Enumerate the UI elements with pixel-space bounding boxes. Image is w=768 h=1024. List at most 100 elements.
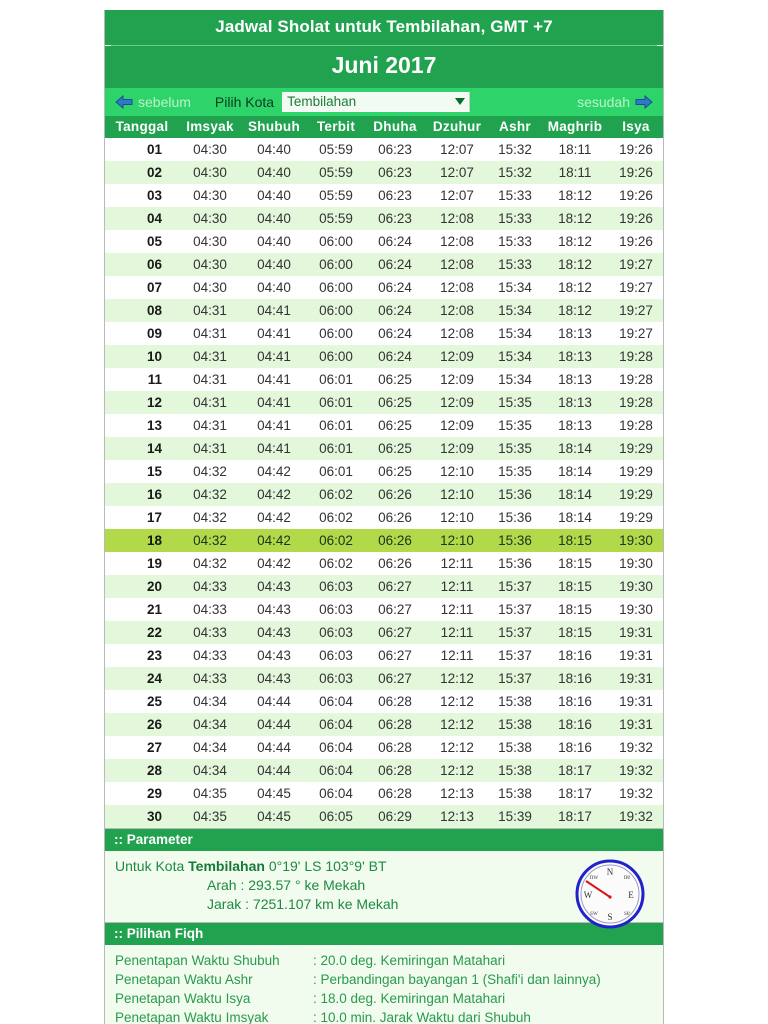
cell-terbit: 06:00 [307, 345, 365, 368]
cell-terbit: 06:00 [307, 299, 365, 322]
cell-terbit: 06:01 [307, 414, 365, 437]
cell-date: 26 [105, 713, 179, 736]
fiqh-row: Penetapan Waktu Ashr : Perbandingan bayan… [115, 970, 653, 989]
cell-date: 15 [105, 460, 179, 483]
cell-isya: 19:28 [609, 345, 663, 368]
cell-dzuhur: 12:08 [425, 322, 489, 345]
cell-dzuhur: 12:10 [425, 529, 489, 552]
cell-isya: 19:31 [609, 690, 663, 713]
cell-terbit: 06:04 [307, 736, 365, 759]
table-row: 21 04:33 04:43 06:03 06:27 12:11 15:37 18:15 19:… [105, 598, 663, 621]
cell-maghrib: 18:14 [541, 460, 609, 483]
cell-maghrib: 18:13 [541, 345, 609, 368]
cell-maghrib: 18:12 [541, 207, 609, 230]
cell-date: 12 [105, 391, 179, 414]
next-month-link[interactable]: sesudah [577, 94, 653, 110]
table-row: 12 04:31 04:41 06:01 06:25 12:09 15:35 18:13 19:… [105, 391, 663, 414]
arrow-left-icon [115, 94, 133, 109]
cell-maghrib: 18:16 [541, 736, 609, 759]
cell-terbit: 05:59 [307, 138, 365, 161]
cell-dhuha: 06:27 [365, 598, 425, 621]
cell-isya: 19:31 [609, 621, 663, 644]
cell-dhuha: 06:23 [365, 184, 425, 207]
navigation-bar: sebelum Pilih Kota Tembilahan sesudah [105, 88, 663, 116]
fiqh-row: Penetapan Waktu Isya: 18.0 deg. Kemiring… [115, 989, 653, 1008]
cell-date: 21 [105, 598, 179, 621]
cell-dzuhur: 12:11 [425, 598, 489, 621]
month-title: Juni 2017 [105, 46, 663, 88]
cell-dzuhur: 12:11 [425, 621, 489, 644]
fiqh-value: : Perbandingan bayangan 1 (Shafi'i dan l… [313, 972, 601, 987]
cell-date: 11 [105, 368, 179, 391]
cell-terbit: 06:01 [307, 437, 365, 460]
cell-terbit: 05:59 [307, 161, 365, 184]
cell-isya: 19:26 [609, 184, 663, 207]
table-body: 01 04:30 04:40 05:59 06:23 12:07 15:32 18:11 19:… [105, 138, 663, 828]
cell-imsyak: 04:31 [179, 299, 241, 322]
parameter-arah: Arah : 293.57 ° ke Mekah [207, 877, 366, 893]
city-select-value: Tembilahan [287, 94, 357, 109]
cell-shubuh: 04:42 [241, 483, 307, 506]
cell-ashr: 15:37 [489, 598, 541, 621]
table-row: 17 04:32 04:42 06:02 06:26 12:10 15:36 18:14 19:… [105, 506, 663, 529]
cell-shubuh: 04:40 [241, 230, 307, 253]
cell-date: 03 [105, 184, 179, 207]
cell-ashr: 15:39 [489, 805, 541, 828]
svg-text:ne: ne [624, 873, 631, 881]
cell-isya: 19:26 [609, 207, 663, 230]
cell-dhuha: 06:29 [365, 805, 425, 828]
cell-maghrib: 18:17 [541, 782, 609, 805]
parameter-jarak: Jarak : 7251.107 km ke Mekah [207, 896, 399, 912]
schedule-frame: Jadwal Sholat untuk Tembilahan, GMT +7 J… [104, 10, 664, 1024]
fiqh-value: : 18.0 deg. Kemiringan Matahari [313, 991, 506, 1006]
cell-shubuh: 04:44 [241, 736, 307, 759]
cell-terbit: 06:02 [307, 483, 365, 506]
fiqh-section-title: :: Pilihan Fiqh [105, 922, 663, 945]
cell-dzuhur: 12:11 [425, 552, 489, 575]
compass-icon: N E S W nw ne sw se [573, 857, 647, 934]
cell-shubuh: 04:40 [241, 138, 307, 161]
cell-shubuh: 04:45 [241, 805, 307, 828]
cell-date: 16 [105, 483, 179, 506]
fiqh-key: Penetapan Waktu Ashr [115, 972, 253, 987]
cell-dzuhur: 12:09 [425, 414, 489, 437]
cell-dhuha: 06:24 [365, 322, 425, 345]
cell-date: 20 [105, 575, 179, 598]
cell-terbit: 06:03 [307, 598, 365, 621]
city-select[interactable]: Tembilahan [282, 91, 471, 112]
cell-isya: 19:29 [609, 483, 663, 506]
cell-ashr: 15:35 [489, 437, 541, 460]
cell-isya: 19:26 [609, 161, 663, 184]
cell-ashr: 15:35 [489, 391, 541, 414]
cell-dhuha: 06:24 [365, 230, 425, 253]
cell-maghrib: 18:17 [541, 805, 609, 828]
cell-ashr: 15:38 [489, 736, 541, 759]
cell-dhuha: 06:28 [365, 690, 425, 713]
cell-imsyak: 04:35 [179, 805, 241, 828]
cell-dhuha: 06:25 [365, 414, 425, 437]
cell-date: 05 [105, 230, 179, 253]
cell-terbit: 06:01 [307, 368, 365, 391]
cell-date: 13 [105, 414, 179, 437]
cell-isya: 19:28 [609, 368, 663, 391]
cell-isya: 19:31 [609, 667, 663, 690]
cell-dhuha: 06:26 [365, 506, 425, 529]
cell-ashr: 15:38 [489, 759, 541, 782]
cell-shubuh: 04:42 [241, 552, 307, 575]
page-title: Jadwal Sholat untuk Tembilahan, GMT +7 [105, 10, 663, 45]
cell-imsyak: 04:30 [179, 253, 241, 276]
table-row: 25 04:34 04:44 06:04 06:28 12:12 15:38 18:16 19:… [105, 690, 663, 713]
table-row: 07 04:30 04:40 06:00 06:24 12:08 15:34 18:12 19:… [105, 276, 663, 299]
cell-dzuhur: 12:07 [425, 138, 489, 161]
cell-imsyak: 04:30 [179, 207, 241, 230]
cell-imsyak: 04:30 [179, 184, 241, 207]
table-row: 11 04:31 04:41 06:01 06:25 12:09 15:34 18:13 19:… [105, 368, 663, 391]
cell-terbit: 06:05 [307, 805, 365, 828]
cell-imsyak: 04:33 [179, 575, 241, 598]
cell-date: 02 [105, 161, 179, 184]
column-header-maghrib: Maghrib [541, 116, 609, 138]
cell-dhuha: 06:23 [365, 207, 425, 230]
cell-isya: 19:28 [609, 391, 663, 414]
prev-month-link[interactable]: sebelum [115, 94, 191, 110]
cell-maghrib: 18:16 [541, 667, 609, 690]
